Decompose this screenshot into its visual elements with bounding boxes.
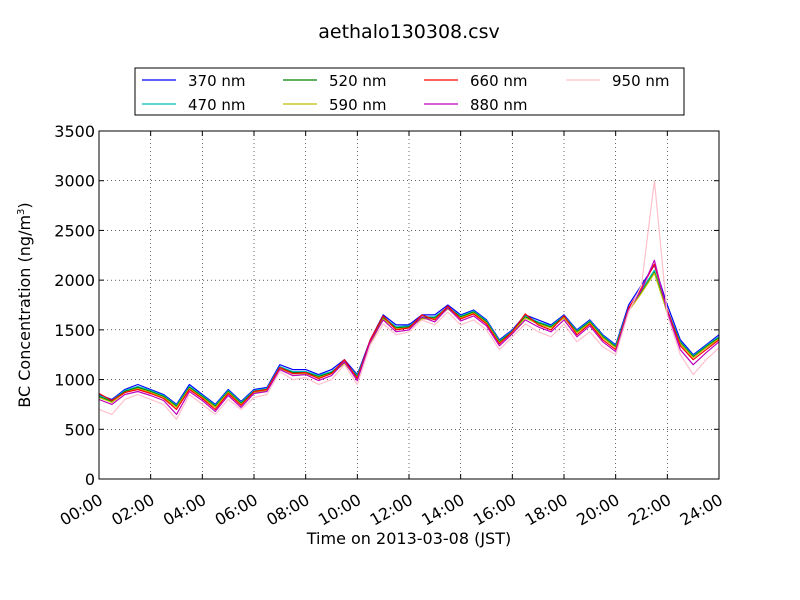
series-lines: [98, 180, 720, 420]
chart-title: aethalo130308.csv: [318, 21, 500, 43]
legend: 370 nm 470 nm 520 nm 590 nm 660 nm 880 nm 950 …: [134, 67, 685, 116]
legend-label: 520 nm: [329, 72, 387, 90]
legend-label: 370 nm: [188, 72, 246, 90]
y-tick-label: 2500: [54, 221, 95, 240]
y-tick-label: 3000: [54, 172, 95, 191]
y-tick-label: 1000: [54, 371, 95, 390]
y-tick-label: 0: [85, 470, 95, 489]
legend-label: 470 nm: [188, 96, 246, 114]
y-tick-label: 3500: [54, 122, 95, 141]
y-tick-label: 2000: [54, 271, 95, 290]
y-axis-label: BC Concentration (ng/m3): [15, 202, 34, 407]
legend-label: 950 nm: [612, 72, 670, 90]
legend-box: [134, 67, 685, 116]
y-axis-ticks: 0 500 1000 1500 2000 2500 3000 3500: [54, 122, 719, 489]
legend-label: 590 nm: [329, 96, 387, 114]
y-axis-label-close: ): [15, 202, 34, 208]
y-tick-label: 500: [64, 420, 95, 439]
x-axis-label: Time on 2013-03-08 (JST): [306, 529, 511, 548]
y-axis-label-text: BC Concentration (ng/m: [15, 215, 34, 408]
y-axis-label-superscript: 3: [16, 209, 27, 215]
legend-label: 660 nm: [470, 72, 528, 90]
y-tick-label: 1500: [54, 321, 95, 340]
series-line-880-nm: [98, 259, 720, 415]
series-line-950-nm: [98, 180, 720, 420]
legend-label: 880 nm: [470, 96, 528, 114]
